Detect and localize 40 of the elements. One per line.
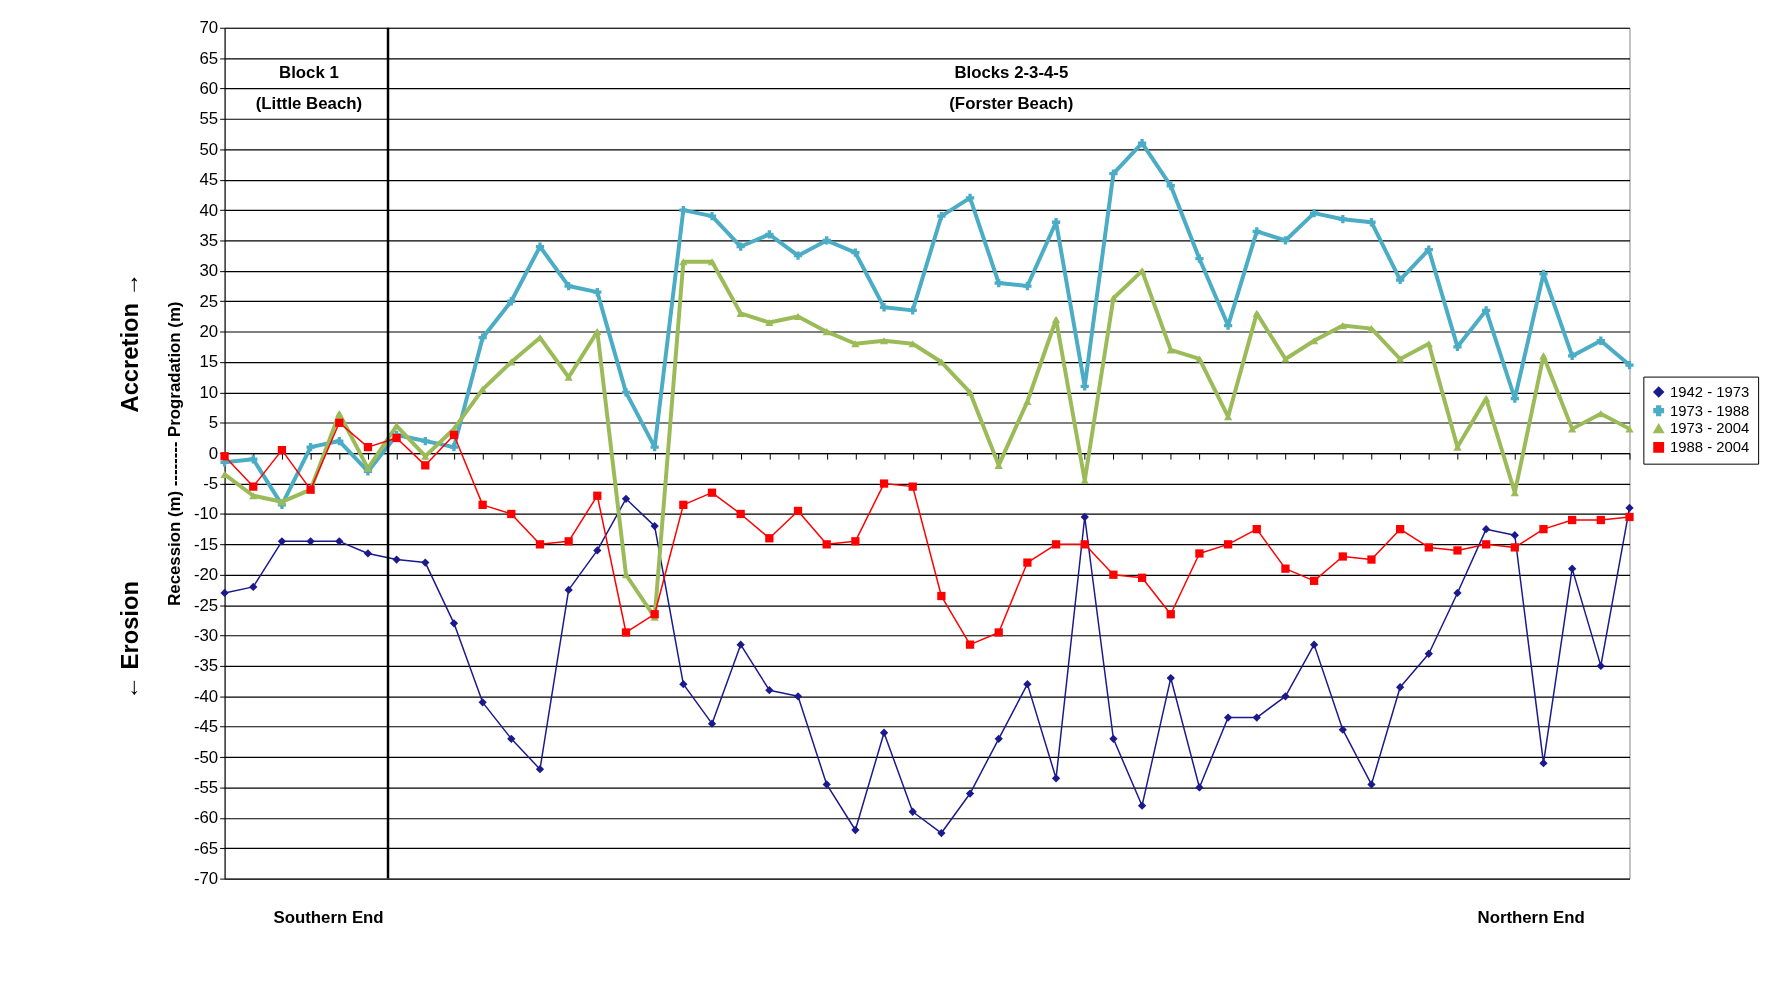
y-tick-label: -70 bbox=[193, 869, 219, 889]
y-tick-label: 55 bbox=[199, 109, 219, 129]
y-tick-label: -5 bbox=[203, 474, 219, 494]
y-tick-label: -40 bbox=[193, 686, 219, 706]
y-axis-title: Recession (m) -------- Progradation (m) bbox=[165, 301, 184, 606]
legend-label: 1988 - 2004 bbox=[1670, 439, 1750, 456]
y-tick-label: -10 bbox=[193, 504, 219, 524]
y-tick-label: 0 bbox=[208, 443, 219, 463]
y-tick-label: 45 bbox=[199, 170, 219, 190]
y-tick-label: -60 bbox=[193, 808, 219, 828]
y-tick-label: 40 bbox=[199, 200, 219, 220]
y-tick-label: -65 bbox=[193, 838, 219, 858]
y-tick-label: 25 bbox=[199, 291, 219, 311]
y-tick-label: 15 bbox=[199, 352, 219, 372]
legend-label: 1973 - 1988 bbox=[1670, 402, 1750, 419]
text: ← Erosion bbox=[116, 581, 143, 700]
y-tick-label: -25 bbox=[193, 595, 219, 615]
y-tick-label: 65 bbox=[199, 48, 219, 68]
y-tick-label: 70 bbox=[199, 18, 219, 38]
y-tick-label: 20 bbox=[199, 322, 219, 342]
y-tick-label: 30 bbox=[199, 261, 219, 281]
y-tick-label: -15 bbox=[193, 534, 219, 554]
annotation: Blocks 2-3-4-5 (Forster Beach) bbox=[949, 63, 1074, 113]
y-tick-label: 35 bbox=[199, 230, 219, 250]
y-tick-label: -20 bbox=[193, 565, 219, 585]
legend-label: 1942 - 1973 bbox=[1670, 383, 1750, 400]
text: Southern End bbox=[273, 908, 384, 928]
text: Northern End bbox=[1477, 908, 1585, 928]
annotation: Block 1 (Little Beach) bbox=[255, 63, 363, 113]
text: Accretion → bbox=[116, 272, 143, 413]
y-tick-label: 50 bbox=[199, 139, 219, 159]
y-tick-label: -30 bbox=[193, 625, 219, 645]
y-tick-label: -35 bbox=[193, 656, 219, 676]
legend-label: 1973 - 2004 bbox=[1670, 420, 1750, 437]
y-tick-label: -45 bbox=[193, 717, 219, 737]
y-tick-label: 5 bbox=[208, 413, 219, 433]
y-tick-label: -55 bbox=[193, 777, 219, 797]
y-tick-label: -50 bbox=[193, 747, 219, 767]
y-tick-label: 60 bbox=[199, 78, 219, 98]
y-tick-label: 10 bbox=[199, 382, 219, 402]
